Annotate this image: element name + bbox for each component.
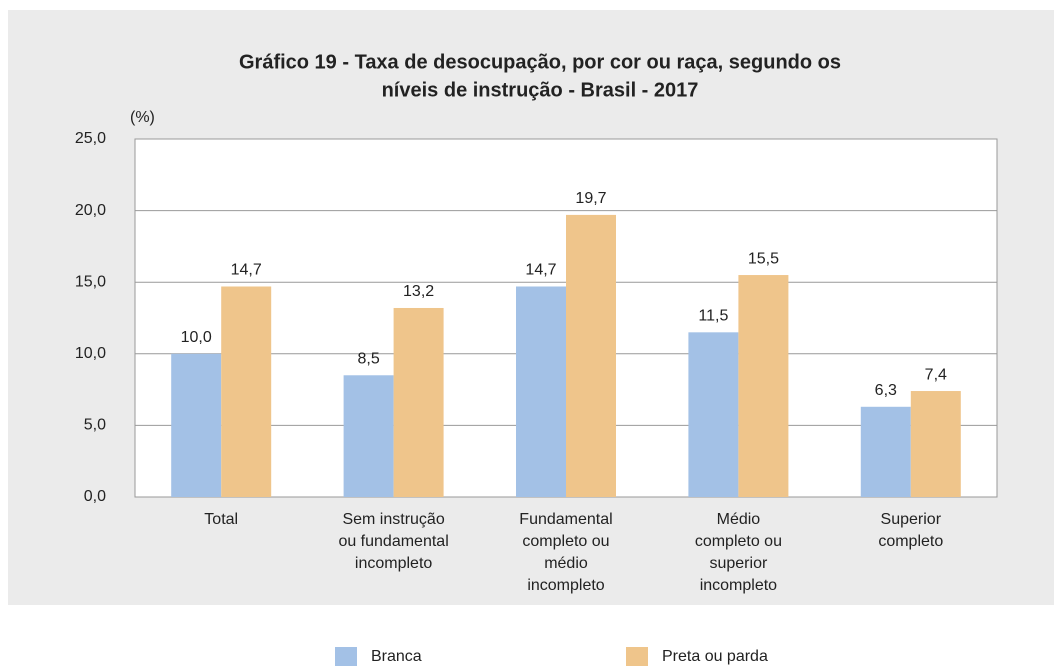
bar <box>221 286 272 497</box>
y-tick-label: 25,0 <box>75 130 106 147</box>
x-tick-label: Médio <box>717 511 761 528</box>
data-label: 8,5 <box>357 350 379 367</box>
legend-label: Preta ou parda <box>662 648 768 665</box>
data-label: 6,3 <box>875 382 897 399</box>
y-axis-label: (%) <box>130 109 155 126</box>
chart-title: níveis de instrução - Brasil - 2017 <box>382 79 699 101</box>
y-tick-label: 15,0 <box>75 273 106 290</box>
bar <box>688 332 739 497</box>
bar <box>343 375 394 497</box>
legend-swatch <box>626 647 648 666</box>
x-tick-label: Sem instrução <box>342 511 444 528</box>
x-tick-label: incompleto <box>700 577 777 594</box>
x-tick-label: Total <box>204 511 238 528</box>
x-tick-label: ou fundamental <box>338 533 448 550</box>
x-tick-label: Superior <box>881 511 942 528</box>
x-tick-label: completo ou <box>695 533 782 550</box>
x-tick-label: superior <box>709 555 767 572</box>
bar <box>860 406 911 497</box>
x-tick-label: Fundamental <box>519 511 612 528</box>
data-label: 15,5 <box>748 250 779 267</box>
data-label: 14,7 <box>525 262 556 279</box>
data-label: 13,2 <box>403 283 434 300</box>
bar <box>738 275 789 497</box>
bar <box>171 353 222 497</box>
x-tick-label: médio <box>544 555 588 572</box>
data-label: 14,7 <box>231 262 262 279</box>
y-tick-label: 5,0 <box>84 417 106 434</box>
x-tick-label: incompleto <box>527 577 604 594</box>
y-tick-label: 10,0 <box>75 345 106 362</box>
bar <box>516 286 566 497</box>
data-label: 11,5 <box>698 308 728 325</box>
bar <box>393 307 444 497</box>
bar <box>910 391 961 497</box>
legend-label: Branca <box>371 648 422 665</box>
y-tick-label: 0,0 <box>84 488 106 505</box>
x-tick-label: completo ou <box>522 533 609 550</box>
bar <box>566 214 616 497</box>
legend-swatch <box>335 647 357 666</box>
chart-title: Gráfico 19 - Taxa de desocupação, por co… <box>239 51 841 73</box>
data-label: 10,0 <box>181 329 212 346</box>
x-tick-label: completo <box>878 533 943 550</box>
data-label: 19,7 <box>575 190 606 207</box>
x-tick-label: incompleto <box>355 555 432 572</box>
y-tick-label: 20,0 <box>75 202 106 219</box>
data-label: 7,4 <box>925 366 947 383</box>
